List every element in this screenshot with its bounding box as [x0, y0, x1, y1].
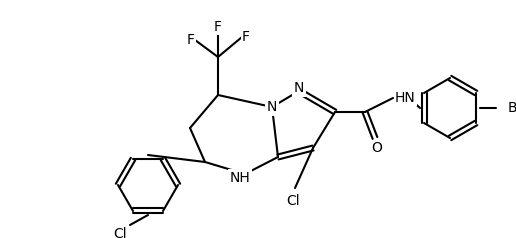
Text: Cl: Cl — [113, 227, 127, 238]
Text: N: N — [294, 81, 304, 95]
Text: F: F — [242, 30, 250, 44]
Text: O: O — [372, 141, 382, 155]
Text: N: N — [267, 100, 277, 114]
Text: F: F — [214, 20, 222, 34]
Text: NH: NH — [230, 171, 250, 185]
Text: Cl: Cl — [286, 194, 300, 208]
Text: HN: HN — [395, 91, 416, 105]
Text: Br: Br — [508, 101, 516, 115]
Text: F: F — [187, 33, 195, 47]
